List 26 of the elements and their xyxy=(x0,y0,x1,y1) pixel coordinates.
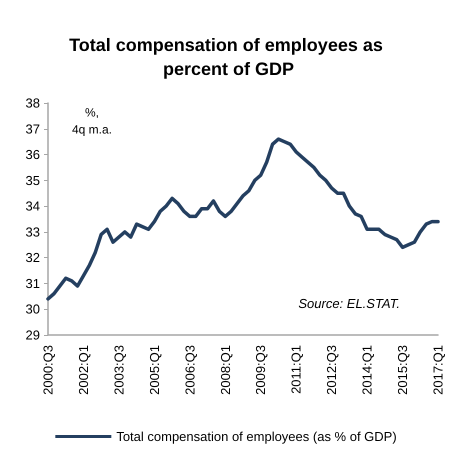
annotation: %, 4q m.a. xyxy=(72,106,112,136)
x-tick-label: 2015:Q3 xyxy=(395,345,410,395)
x-tick-label: 2005:Q1 xyxy=(146,345,162,395)
y-tick-label: 34 xyxy=(26,198,40,214)
y-tick-label: 35 xyxy=(26,172,40,188)
annotation: Source: EL.STAT. xyxy=(298,296,400,311)
y-tick-label: 37 xyxy=(26,121,40,136)
x-tick-label: 2017:Q1 xyxy=(430,345,446,395)
y-tick-label: 36 xyxy=(26,147,40,162)
legend-label: Total compensation of employees (as % of GDP) xyxy=(116,429,397,444)
y-tick-label: 33 xyxy=(26,224,40,240)
x-tick-label: 2000:Q3 xyxy=(40,345,56,395)
x-tick-label: 2002:Q1 xyxy=(76,345,91,395)
chart-title: Total compensation of employees as percent of GDP xyxy=(69,35,383,79)
x-tick-label: 2008:Q1 xyxy=(218,345,233,395)
x-tick-label: 2012:Q3 xyxy=(324,345,340,395)
y-tick-label: 38 xyxy=(26,96,40,110)
y-tick-label: 30 xyxy=(26,302,40,317)
y-tick-label: 31 xyxy=(26,276,40,291)
x-tick-label: 2009:Q3 xyxy=(253,345,268,395)
x-tick-label: 2014:Q1 xyxy=(360,345,375,395)
y-tick-label: 32 xyxy=(26,250,40,266)
x-tick-label: 2006:Q3 xyxy=(182,345,198,395)
x-tick-label: 2003:Q3 xyxy=(111,345,126,395)
y-tick-label: 29 xyxy=(26,328,40,342)
x-tick-label: 2011:Q1 xyxy=(288,345,304,394)
